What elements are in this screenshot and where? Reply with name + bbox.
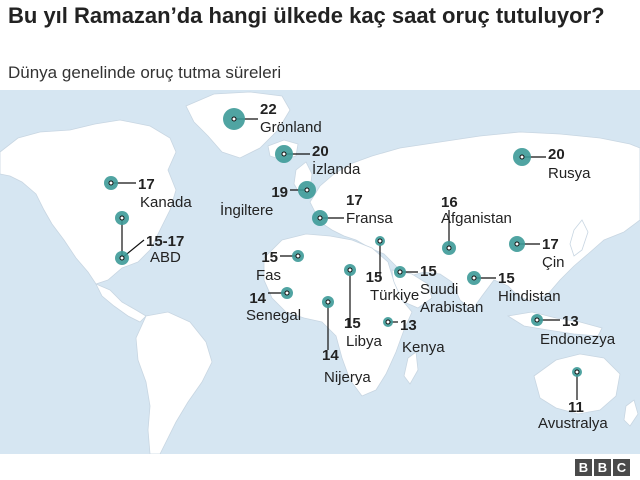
bbc-logo-letter: B — [594, 459, 611, 476]
hours-label: 15 — [498, 270, 515, 287]
country-label: Grönland — [260, 119, 322, 136]
hours-label: 15 — [366, 269, 383, 286]
hours-label: 13 — [400, 317, 417, 334]
hours-label: 15-17 — [146, 233, 184, 250]
center-dot — [108, 180, 114, 186]
country-label: Fas — [256, 267, 281, 284]
hours-label: 13 — [562, 313, 579, 330]
hours-label: 19 — [271, 184, 288, 201]
page-title: Bu yıl Ramazan’da hangi ülkede kaç saat … — [8, 3, 605, 28]
center-dot — [304, 187, 310, 193]
marker-kenya: 13 Kenya — [383, 317, 445, 356]
south-america — [135, 311, 213, 454]
center-dot — [347, 267, 353, 273]
country-label: Türkiye — [370, 287, 419, 304]
page-subtitle: Dünya genelinde oruç tutma süreleri — [8, 63, 282, 82]
center-dot — [325, 299, 331, 305]
country-label: ABD — [150, 249, 181, 266]
marker-rusya: 20 Rusya — [513, 146, 591, 182]
central-america — [95, 283, 147, 323]
hours-label: 15 — [261, 249, 278, 266]
footer — [0, 454, 640, 480]
hours-label: 17 — [542, 236, 559, 253]
country-label: Suudi Arabistan — [420, 281, 483, 316]
world-map: 22Grönland20İzlanda20Rusya17Kanada19İngi… — [0, 90, 640, 454]
madagascar — [403, 351, 419, 385]
country-label: Fransa — [346, 210, 393, 227]
eurasia — [309, 131, 640, 311]
country-label: İzlanda — [312, 160, 361, 178]
hours-label: 17 — [138, 176, 155, 193]
fasting-markers: 22Grönland20İzlanda20Rusya17Kanada19İngi… — [104, 101, 616, 432]
hours-label: 15 — [420, 263, 437, 280]
center-dot — [519, 154, 525, 160]
hours-label: 11 — [568, 399, 584, 416]
center-dot — [397, 269, 403, 275]
bbc-logo-letter: B — [575, 459, 592, 476]
hours-label: 14 — [322, 347, 339, 364]
landmasses — [0, 91, 640, 454]
country-label: Nijerya — [324, 369, 371, 386]
hours-label: 20 — [548, 146, 565, 163]
center-dot — [281, 151, 287, 157]
country-label-line: Suudi — [420, 281, 458, 298]
hours-label: 14 — [249, 290, 266, 307]
country-label: Hindistan — [498, 288, 561, 305]
center-dot — [295, 253, 301, 259]
hours-label: 20 — [312, 143, 329, 160]
country-label: Rusya — [548, 165, 591, 182]
hours-label: 16 — [441, 194, 458, 211]
center-dot — [119, 215, 125, 221]
center-dot — [284, 290, 290, 296]
africa — [263, 233, 413, 397]
country-label: Libya — [346, 333, 383, 350]
country-label-line: Arabistan — [420, 299, 483, 316]
marker-nijerya: 14 Nijerya — [322, 296, 371, 386]
center-dot — [446, 245, 452, 251]
hours-label: 22 — [260, 101, 277, 118]
country-label: Avustralya — [538, 415, 608, 432]
country-label: Endonezya — [540, 331, 616, 348]
country-label: Senegal — [246, 307, 301, 324]
hours-label: 15 — [344, 315, 361, 332]
center-dot — [119, 255, 125, 261]
center-dot — [514, 241, 520, 247]
center-dot — [385, 319, 391, 325]
center-dot — [471, 275, 477, 281]
new-zealand — [623, 399, 639, 427]
center-dot — [317, 215, 323, 221]
country-label: Afganistan — [441, 210, 512, 227]
bbc-logo: B B C — [575, 459, 630, 476]
center-dot — [377, 238, 383, 244]
center-dot — [231, 116, 237, 122]
center-dot — [534, 317, 540, 323]
country-label: Kanada — [140, 194, 192, 211]
country-label: Kenya — [402, 339, 445, 356]
bbc-logo-letter: C — [613, 459, 630, 476]
japan — [569, 219, 589, 257]
center-dot — [574, 369, 580, 375]
north-america — [0, 119, 177, 285]
country-label: İngiltere — [220, 201, 273, 219]
country-label: Çin — [542, 254, 565, 271]
hours-label: 17 — [346, 192, 363, 209]
